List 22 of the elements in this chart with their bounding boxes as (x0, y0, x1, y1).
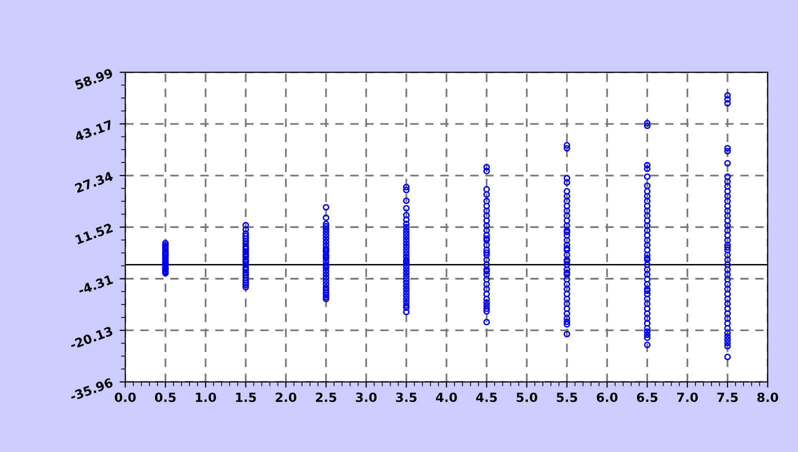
x-tick-label: 4.0 (436, 392, 457, 402)
x-tick-label: 5.0 (516, 392, 538, 402)
y-tick-label: -20.13 (69, 326, 114, 350)
x-tick-label: 3.5 (396, 392, 417, 402)
y-tick-label: 58.99 (74, 68, 114, 90)
x-tick-label: 7.5 (717, 392, 738, 402)
x-tick-label: 4.5 (476, 392, 497, 402)
x-tick-label: 1.5 (236, 392, 256, 402)
x-tick-label: 0.0 (114, 392, 136, 402)
y-tick-label: 43.17 (74, 120, 114, 142)
x-tick-label: 2.5 (316, 392, 336, 402)
x-tick-label: 8.0 (757, 392, 778, 402)
x-tick-label: 6.5 (636, 392, 658, 402)
x-tick-label: 3.0 (356, 392, 377, 402)
x-tick-label: 7.0 (677, 392, 698, 402)
x-tick-label: 2.0 (276, 392, 296, 402)
y-tick-label: 11.52 (74, 222, 114, 244)
y-tick-label: -4.31 (78, 274, 114, 296)
x-tick-label: 5.5 (556, 392, 578, 402)
x-tick-label: 6.0 (596, 392, 618, 402)
x-tick-label: 1.0 (196, 392, 216, 402)
x-tick-label: 0.5 (154, 392, 176, 402)
